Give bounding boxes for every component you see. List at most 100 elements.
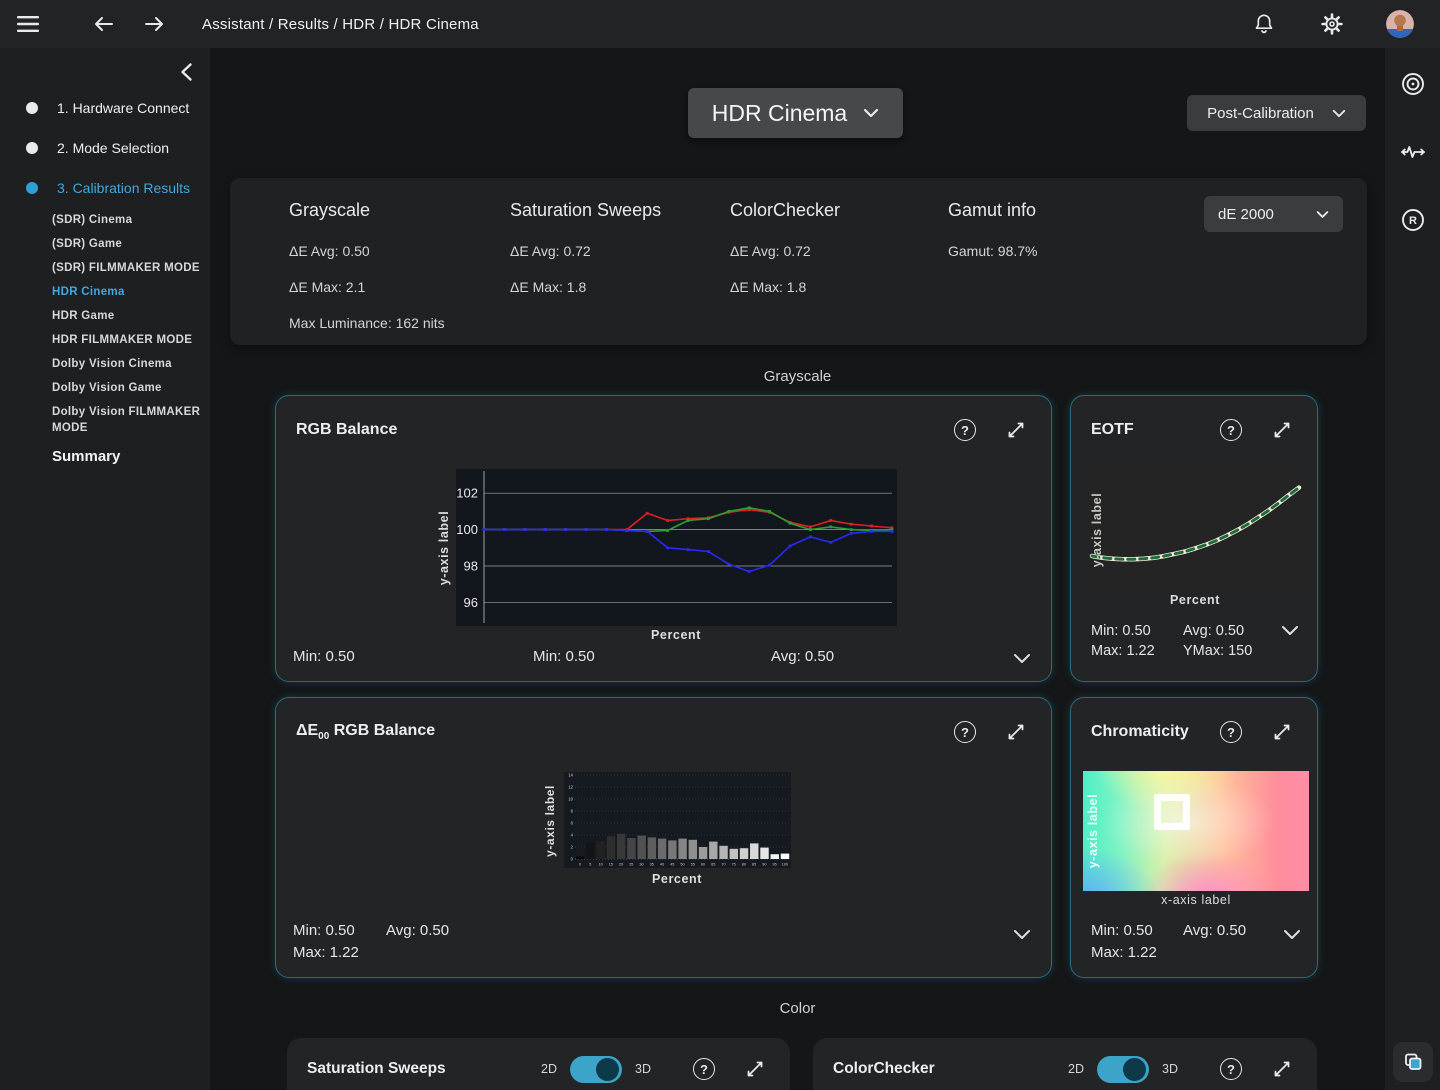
stat-min: Min: 0.50 — [293, 648, 355, 665]
expand-details-button[interactable] — [1011, 647, 1033, 669]
avatar[interactable] — [1386, 10, 1414, 38]
hamburger-menu-button[interactable] — [14, 10, 42, 38]
help-icon[interactable]: ? — [954, 721, 976, 743]
sidebar-mode-item[interactable]: (SDR) Game — [52, 232, 204, 256]
sidebar-mode-item[interactable]: HDR Game — [52, 304, 204, 328]
sidebar-step-hardware-connect[interactable]: 1. Hardware Connect — [0, 98, 210, 118]
svg-text:4: 4 — [571, 833, 574, 838]
expand-button[interactable] — [1268, 718, 1296, 746]
topbar: Assistant / Results / HDR / HDR Cinema — [0, 0, 1440, 48]
waveform-icon — [1400, 139, 1426, 165]
sidebar-mode-item[interactable]: (SDR) FILMMAKER MODE — [52, 256, 204, 280]
expand-icon — [1006, 722, 1026, 742]
expand-button[interactable] — [1002, 718, 1030, 746]
chevron-down-icon — [1332, 109, 1346, 118]
svg-text:45: 45 — [670, 863, 674, 867]
colorchecker-card: ColorChecker 2D 3D ? — [813, 1038, 1317, 1090]
summary-column-title: ColorChecker — [730, 200, 948, 221]
step-label: 2. Mode Selection — [57, 140, 169, 156]
summary-column-title: Grayscale — [289, 200, 510, 221]
svg-text:98: 98 — [464, 559, 478, 574]
svg-text:5: 5 — [589, 863, 591, 867]
toggle-label-3d: 3D — [635, 1062, 651, 1076]
expand-icon — [745, 1059, 765, 1079]
rgb-balance-card: RGB Balance ? y-axis label 1021009896 Pe… — [275, 395, 1052, 682]
svg-text:6: 6 — [571, 821, 574, 826]
stat-avg: Avg: 0.50 — [1183, 623, 1244, 639]
svg-text:2: 2 — [571, 845, 574, 850]
expand-details-button[interactable] — [1279, 619, 1301, 641]
eotf-card: EOTF ? y-axis label Percent Min: 0.50 Av… — [1070, 395, 1318, 682]
expand-button[interactable] — [1268, 416, 1296, 444]
svg-text:40: 40 — [660, 863, 664, 867]
chromaticity-diagram — [1083, 771, 1309, 891]
signal-tool-button[interactable] — [1398, 137, 1428, 167]
help-icon[interactable]: ? — [1220, 721, 1242, 743]
mode-select-dropdown[interactable]: HDR Cinema — [688, 88, 903, 138]
sidebar-step-calibration-results[interactable]: 3. Calibration Results — [0, 178, 210, 198]
help-icon[interactable]: ? — [1220, 1058, 1242, 1080]
sidebar-mode-item[interactable]: Dolby Vision Game — [52, 376, 204, 400]
chevron-down-icon — [1013, 653, 1031, 664]
chevron-down-icon — [863, 108, 879, 118]
forward-button[interactable] — [140, 10, 168, 38]
metric-dropdown-value: dE 2000 — [1218, 206, 1274, 223]
step-label: 1. Hardware Connect — [57, 100, 189, 116]
svg-text:0: 0 — [579, 863, 581, 867]
dimension-toggle[interactable] — [1097, 1056, 1149, 1083]
metric-dropdown[interactable]: dE 2000 — [1204, 196, 1343, 232]
y-axis-label: y-axis label — [543, 785, 557, 857]
y-axis-label: y-axis label — [1090, 493, 1104, 568]
sidebar-mode-item[interactable]: HDR Cinema — [52, 280, 204, 304]
sidebar-mode-item[interactable]: HDR FILMMAKER MODE — [52, 328, 204, 352]
record-tool-button[interactable]: R — [1398, 205, 1428, 235]
calibration-state-dropdown[interactable]: Post-Calibration — [1187, 95, 1366, 131]
stat-min: Min: 0.50 — [1091, 623, 1151, 639]
notifications-button[interactable] — [1250, 10, 1278, 38]
step-label: 3. Calibration Results — [57, 180, 190, 196]
expand-details-button[interactable] — [1011, 923, 1033, 945]
svg-text:R: R — [1409, 215, 1417, 227]
card-title: EOTF — [1091, 421, 1134, 439]
svg-text:50: 50 — [680, 863, 684, 867]
help-icon[interactable]: ? — [954, 419, 976, 441]
main-content: HDR Cinema Post-Calibration GrayscaleΔE … — [210, 48, 1385, 1090]
collapse-sidebar-button[interactable] — [174, 60, 198, 84]
sidebar-modes: (SDR) Cinema(SDR) Game(SDR) FILMMAKER MO… — [52, 208, 204, 440]
avatar-image — [1386, 10, 1414, 38]
dimension-toggle[interactable] — [570, 1056, 622, 1083]
sidebar-mode-item[interactable]: (SDR) Cinema — [52, 208, 204, 232]
help-icon[interactable]: ? — [693, 1058, 715, 1080]
x-axis-label: Percent — [652, 872, 702, 886]
expand-button[interactable] — [1002, 416, 1030, 444]
help-icon[interactable]: ? — [1220, 419, 1242, 441]
svg-text:100: 100 — [456, 522, 478, 537]
rgb-balance-chart: 1021009896 — [456, 469, 897, 626]
stat-max: Max: 1.22 — [293, 944, 359, 961]
svg-text:35: 35 — [650, 863, 654, 867]
card-title: Saturation Sweeps — [307, 1060, 446, 1078]
toggle-label-3d: 3D — [1162, 1062, 1178, 1076]
sidebar-mode-item[interactable]: Dolby Vision Cinema — [52, 352, 204, 376]
expand-button[interactable] — [741, 1055, 769, 1083]
target-tool-button[interactable] — [1398, 69, 1428, 99]
expand-button[interactable] — [1268, 1055, 1296, 1083]
sidebar-item-summary[interactable]: Summary — [52, 448, 120, 465]
settings-button[interactable] — [1318, 10, 1346, 38]
back-button[interactable] — [90, 10, 118, 38]
layers-button[interactable] — [1393, 1042, 1433, 1082]
sidebar-mode-item[interactable]: Dolby Vision FILMMAKER MODE — [52, 400, 204, 440]
chevron-down-icon — [1013, 929, 1031, 940]
calibration-state-value: Post-Calibration — [1207, 105, 1314, 122]
hamburger-icon — [17, 15, 39, 33]
expand-details-button[interactable] — [1281, 923, 1303, 945]
x-axis-label: Percent — [651, 628, 701, 642]
svg-text:14: 14 — [568, 773, 573, 778]
svg-text:96: 96 — [464, 595, 478, 610]
svg-text:90: 90 — [762, 863, 766, 867]
svg-text:15: 15 — [609, 863, 613, 867]
summary-column: Gamut infoGamut: 98.7% — [948, 200, 1038, 351]
sidebar-step-mode-selection[interactable]: 2. Mode Selection — [0, 138, 210, 158]
eotf-chart — [1083, 471, 1308, 589]
expand-icon — [1272, 1059, 1292, 1079]
